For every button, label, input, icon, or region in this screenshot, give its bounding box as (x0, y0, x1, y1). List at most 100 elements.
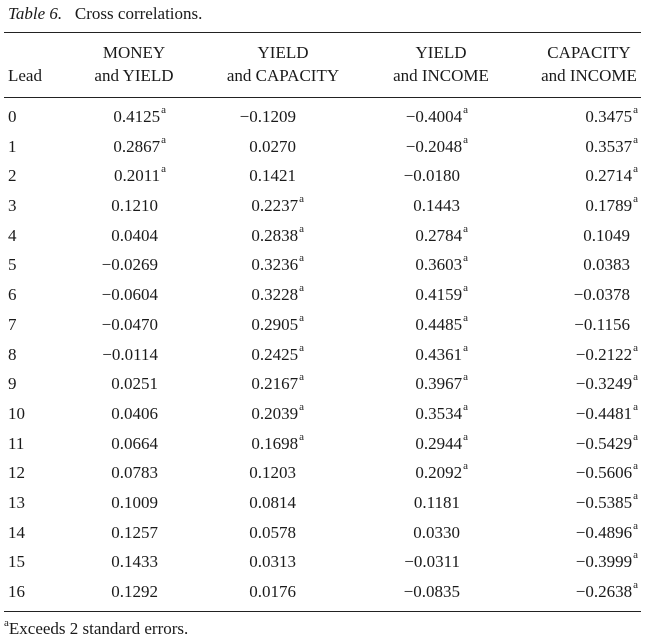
cell-value: −0.5429 (575, 433, 633, 453)
cell-value: 0.2867 (113, 136, 161, 156)
significance-mark: a (161, 163, 166, 176)
table-row: 0 0.4125a −0.1209 −0.4004a 0.3475a (0, 103, 650, 133)
header-line: CAPACITY (547, 43, 631, 62)
top-rule (4, 32, 641, 33)
value-cell: −0.2122a (576, 342, 638, 365)
value-cell: 0.2784a (415, 223, 468, 246)
significance-mark: a (633, 489, 638, 502)
significance-mark: a (633, 104, 638, 116)
header-line: YIELD (257, 43, 309, 62)
significance-mark: a (299, 400, 304, 413)
cell-value: −0.0269 (101, 255, 158, 275)
lead-cell: 4 (8, 225, 17, 245)
cell-value: 0.1698 (251, 433, 299, 453)
value-cell: −0.0114 (102, 345, 166, 365)
table-row: 4 0.0404 0.2838a 0.2784a 0.1049 (0, 222, 650, 252)
table-number: Table 6. (8, 4, 63, 23)
value-cell: −0.2638a (575, 579, 638, 602)
value-cell: 0.1433 (111, 552, 166, 572)
cell-value: 0.3475 (585, 107, 633, 126)
lead-cell: 2 (8, 166, 17, 186)
value-cell: −0.0470 (102, 315, 166, 335)
cell-value: 0.4361 (415, 344, 463, 364)
significance-mark: a (299, 252, 304, 265)
value-cell: 0.1181 (414, 493, 468, 513)
header-rule (4, 97, 641, 98)
value-cell: 0.1009 (111, 493, 166, 513)
cell-value: 0.3534 (415, 403, 463, 423)
value-cell: −0.3249a (576, 371, 638, 394)
cell-value: 0.3228 (251, 285, 299, 305)
value-cell: 0.4485a (415, 311, 468, 335)
table-row: 6 −0.0604 0.3228a 0.4159a −0.0378 (0, 281, 650, 311)
cell-value: 0.2838 (251, 225, 299, 245)
table-row: 5 −0.0269 0.3236a 0.3603a 0.0383 (0, 251, 650, 281)
significance-mark: a (633, 193, 638, 206)
value-cell: −0.4004a (406, 104, 468, 127)
cell-value: −0.0604 (101, 285, 158, 305)
cell-value: 0.0783 (111, 463, 158, 483)
value-cell: 0.2905a (251, 312, 304, 335)
value-cell: 0.3967a (415, 371, 468, 394)
value-cell: −0.0378 (574, 285, 638, 305)
table-row: 10 0.0406 0.2039a 0.3534a −0.4481a (0, 400, 650, 430)
value-cell: 0.0270 (249, 137, 304, 157)
cell-value: −0.4481 (575, 403, 633, 423)
cell-value: 0.2784 (415, 225, 463, 245)
lead-cell: 5 (8, 255, 17, 275)
value-cell: −0.0269 (102, 255, 166, 275)
header-line: and INCOME (393, 66, 489, 85)
lead-cell: 3 (8, 196, 17, 216)
value-cell: 0.3537a (585, 133, 638, 157)
cell-value: −0.2638 (575, 582, 633, 601)
value-cell: 0.1049 (583, 226, 638, 246)
header-line: YIELD (415, 43, 467, 62)
value-cell: 0.4125a (113, 104, 166, 127)
cell-value: 0.0578 (249, 522, 296, 542)
lead-cell: 7 (8, 314, 17, 334)
cell-value: 0.3603 (415, 255, 463, 275)
value-cell: 0.2714a (585, 163, 638, 186)
cell-value: −0.0311 (404, 552, 460, 572)
value-cell: 0.1210 (111, 196, 166, 216)
value-cell: 0.4361a (415, 342, 468, 365)
value-cell: −0.1156 (574, 315, 638, 335)
lead-cell: 14 (8, 522, 25, 542)
significance-mark: a (633, 133, 638, 146)
cell-value: 0.2237 (251, 196, 299, 216)
table-row: 15 0.1433 0.0313 −0.0311 −0.3999a (0, 548, 650, 578)
cell-value: 0.4159 (415, 285, 463, 305)
footnote-mark: a (4, 617, 9, 629)
value-cell: 0.1789a (585, 193, 638, 216)
value-cell: 0.0783 (111, 463, 166, 483)
table-row: 9 0.0251 0.2167a 0.3967a −0.3249a (0, 370, 650, 400)
significance-mark: a (299, 193, 304, 206)
value-cell: 0.2011a (114, 163, 166, 186)
lead-cell: 1 (8, 136, 17, 156)
cell-value: 0.2425 (251, 344, 299, 364)
value-cell: −0.5385a (576, 489, 638, 513)
cell-value: 0.1203 (249, 463, 296, 483)
cell-value: 0.0251 (111, 374, 158, 394)
cell-value: −0.1209 (239, 107, 296, 126)
header-line: and CAPACITY (226, 66, 340, 85)
value-cell: −0.0604 (102, 285, 166, 305)
cell-value: 0.2714 (585, 166, 633, 186)
cell-value: 0.2092 (415, 463, 463, 483)
significance-mark: a (633, 460, 638, 473)
value-cell: −0.0835 (404, 582, 468, 602)
lead-cell: 0 (8, 107, 17, 126)
value-cell: 0.4159a (415, 282, 468, 305)
lead-cell: 10 (8, 403, 25, 423)
significance-mark: a (161, 133, 166, 146)
header-line: and INCOME (541, 66, 637, 85)
cell-value: 0.0406 (111, 403, 158, 423)
table-row: 16 0.1292 0.0176 −0.0835 −0.2638a (0, 578, 650, 608)
cell-value: −0.0835 (403, 582, 460, 601)
significance-mark: a (463, 400, 468, 413)
header-lead: Lead (8, 66, 42, 85)
significance-mark: a (463, 311, 468, 324)
value-cell: −0.4481a (575, 401, 638, 424)
table-row: 11 0.0664 0.1698a 0.2944a −0.5429a (0, 430, 650, 460)
cell-value: −0.4896 (575, 522, 633, 542)
